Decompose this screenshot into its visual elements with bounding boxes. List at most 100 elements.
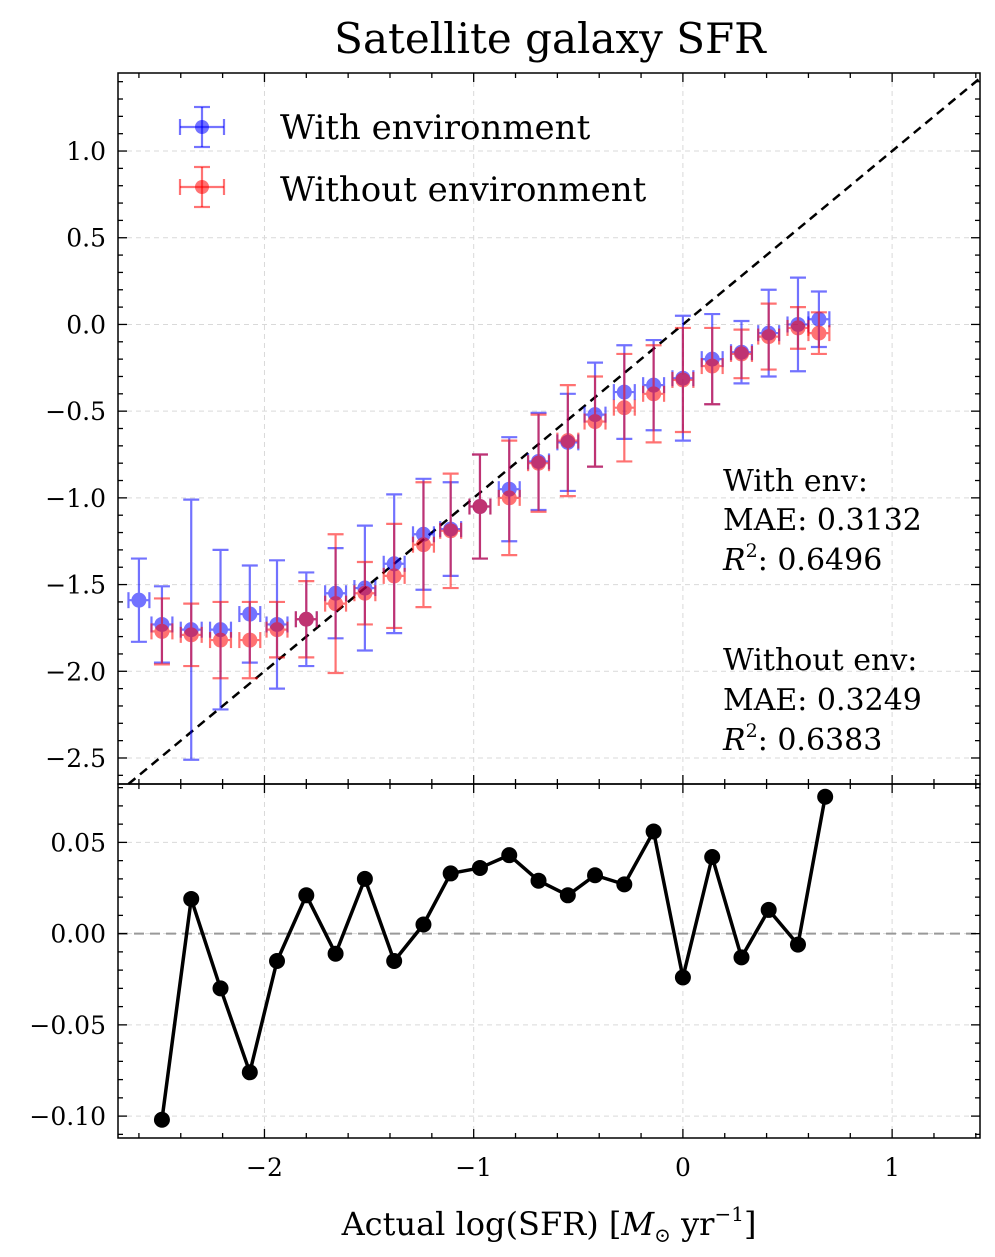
y-tick-label-bottom: −0.05 [29,1011,106,1040]
marker-without-env [183,627,199,643]
x-axis-label-symbol: M [620,1205,655,1243]
difference-point [327,945,344,962]
difference-point [415,916,432,933]
point-without-env [265,600,289,659]
x-tick-label: 1 [884,1153,900,1182]
marker-without-env [616,400,632,416]
difference-point [442,865,459,882]
difference-point [356,870,373,887]
marker-without-env [790,320,806,336]
point-without-env [238,600,262,680]
marker-without-env [811,325,827,341]
marker-with-env [131,592,147,608]
difference-point [817,788,834,805]
marker-without-env [415,537,431,553]
marker-without-env [646,386,662,402]
legend-label-without: Without environment [280,170,647,210]
legend-label-with: With environment [280,108,591,148]
stats-with-r2-symbol: R [722,543,746,578]
stats-with-r2-sup: 2 [746,540,758,562]
marker-without-env [242,632,258,648]
x-tick-label: −2 [246,1153,283,1182]
point-without-env [526,413,551,513]
x-axis-label-main: Actual log(SFR) [ [341,1205,622,1243]
stats-without-r2-sup: 2 [746,720,758,742]
marker-without-env [501,490,517,506]
difference-point [269,953,286,969]
point-without-env [556,384,580,498]
y-tick-label-bottom: 0.00 [50,920,106,949]
point-without-env [497,439,521,557]
y-tick-label-top: −0.5 [45,397,106,426]
point-without-env [807,311,831,356]
chart-title: Satellite galaxy SFR [334,14,767,63]
marker-without-env [704,358,720,374]
point-without-env [439,472,463,590]
axis-tick-labels: −2.5 −2.0 −1.5 −1.0 −0.5 0.0 0.5 1.0 −0.10 −0.05 0… [29,137,900,1182]
bottom-panel-frame [117,783,981,1139]
y-tick-label-top: −2.5 [45,744,106,773]
difference-point [298,887,315,904]
marker-without-env [443,523,459,539]
x-tick-label: −1 [455,1153,492,1182]
stats-with-r2-value: : 0.6496 [758,543,883,578]
legend: With environment Without environment [178,105,647,210]
marker-without-env [328,596,344,612]
point-with-env [127,557,151,643]
difference-point [733,949,750,966]
difference-point [501,847,518,864]
point-without-env [150,597,174,666]
marker-without-env [386,568,402,584]
point-without-env [324,533,348,675]
point-without-env [208,600,233,680]
bottom-panel-grid [118,784,980,1138]
y-tick-label-bottom: −0.10 [29,1102,106,1131]
difference-point [241,1064,258,1081]
marker-without-env [560,433,576,449]
difference-point [704,848,721,865]
marker-without-env [733,346,749,362]
difference-point [183,890,200,907]
y-tick-label-top: −2.0 [45,657,106,686]
point-without-env [468,453,492,560]
x-axis-label-subscript: ⊙ [654,1223,671,1247]
difference-point [760,901,777,918]
y-tick-label-top: 0.5 [66,224,106,253]
stats-with-env: With env: MAE: 0.3132 R2: 0.6496 [722,464,922,578]
marker-without-env [154,623,170,639]
difference-point [645,823,662,840]
difference-point [789,936,806,953]
point-without-env [786,306,810,350]
stats-with-header: With env: [723,464,868,499]
x-axis-label: Actual log(SFR) [M⊙ yr−1] [341,1202,757,1247]
marker-without-env [298,611,314,627]
point-without-env [411,481,436,609]
y-tick-label-bottom: 0.05 [50,828,106,857]
point-without-env [671,326,695,434]
x-axis-label-unit: yr [671,1205,715,1243]
x-tick-label: 0 [675,1153,691,1182]
difference-point [616,876,633,893]
y-tick-label-top: −1.0 [45,484,106,513]
point-without-env [757,302,781,371]
marker-without-env [761,329,777,345]
x-axis-label-close: ] [744,1205,756,1243]
stats-without-env: Without env: MAE: 0.3249 R2: 0.6383 [722,643,922,758]
point-without-env [179,602,203,668]
stats-with-mae: MAE: 0.3132 [723,503,922,538]
marker-without-env [357,585,373,601]
point-without-env [353,560,377,626]
difference-point [674,969,691,986]
top-panel-data [127,276,831,761]
stats-without-header: Without env: [723,643,917,678]
bottom-panel-data [153,788,834,1128]
point-without-env [583,375,607,468]
legend-marker-with [178,105,226,149]
difference-point [153,1111,170,1128]
point-without-env [729,328,754,380]
legend-marker-without [178,165,226,209]
y-tick-label-top: 1.0 [66,137,106,166]
axis-ticks [118,73,980,1138]
point-without-env [294,580,318,659]
